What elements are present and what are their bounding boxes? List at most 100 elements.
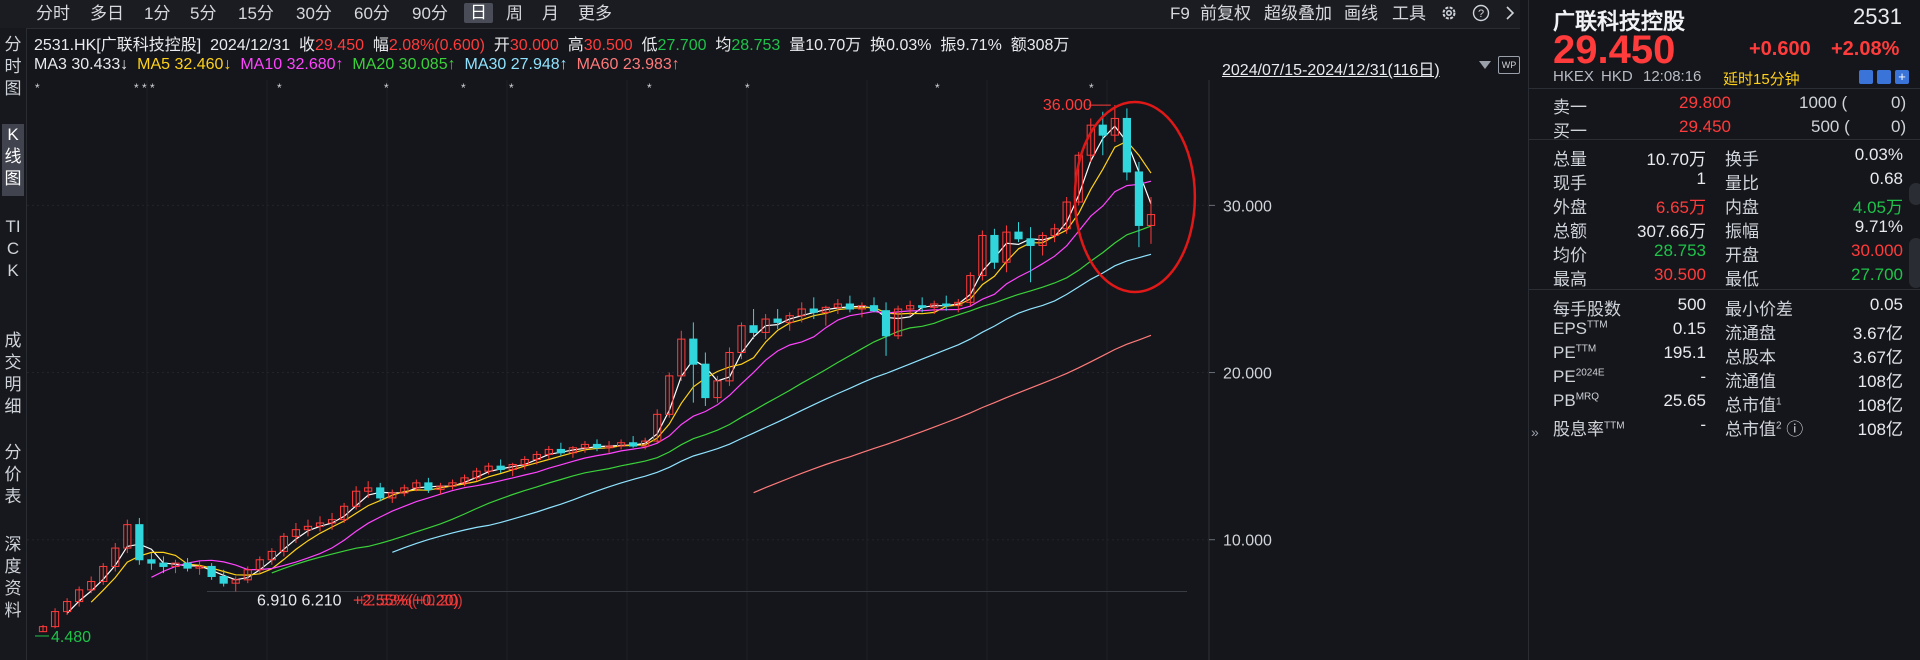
candle-body	[978, 234, 987, 277]
y-axis: 30.000 20.000 10.000	[1209, 198, 1272, 550]
period-tab-multiday[interactable]: 多日	[90, 4, 124, 23]
expand-panel-icon[interactable]: »	[1531, 424, 1539, 440]
candle-body	[641, 440, 650, 447]
star-marker: *	[150, 81, 155, 95]
low-label: 低	[641, 37, 658, 54]
period-tab-week[interactable]: 周	[506, 4, 523, 23]
candle-body	[677, 338, 686, 377]
quote-time: 12:08:16	[1643, 68, 1702, 85]
period-tab-1min[interactable]: 1分	[144, 4, 171, 23]
ma-lines	[66, 125, 1152, 614]
candle-body	[857, 305, 867, 310]
candle-body	[797, 308, 806, 317]
fundamental-label: 每手股数	[1553, 300, 1621, 319]
period-tab-5min[interactable]: 5分	[190, 4, 217, 23]
candle-body	[183, 562, 192, 569]
period-tab-more[interactable]: 更多	[578, 4, 612, 23]
ask1-count: 0)	[1891, 93, 1907, 112]
collapse-panel-icon[interactable]	[1504, 4, 1516, 24]
fundamental-label: 总股本	[1725, 348, 1776, 367]
f9-button[interactable]: F9	[1170, 4, 1190, 23]
stat-value: 10.70万	[1646, 150, 1706, 169]
stat-label: 总量	[1553, 150, 1587, 169]
tools-button[interactable]: 工具	[1392, 4, 1426, 23]
bid1-count: 0)	[1891, 117, 1907, 136]
ma-legend: MA3 30.433↓ MA5 32.460↓ MA10 32.680↑ MA2…	[34, 56, 680, 74]
stat-label: 振幅	[1725, 222, 1759, 241]
fundamental-row: 每手股数 500 最小价差 0.05	[1529, 293, 1920, 319]
candle-body	[291, 529, 301, 537]
stat-label: 开盘	[1725, 246, 1759, 265]
candle-body	[339, 505, 349, 521]
candle-body	[315, 522, 325, 527]
side-tab-trades[interactable]: 成交明细	[4, 331, 22, 416]
period-tab-day[interactable]: 日	[464, 3, 493, 23]
candle-body	[159, 562, 168, 567]
panel-scroll-track[interactable]	[1909, 238, 1920, 288]
stat-label: 换手	[1725, 150, 1759, 169]
draw-button[interactable]: 画线	[1344, 4, 1378, 23]
star-marker: *	[647, 81, 652, 95]
mid-label: +2.53%(+0.20)	[357, 593, 463, 610]
fundamental-label: 总市值2 ⓘ	[1725, 420, 1804, 439]
candle-body	[388, 492, 397, 499]
period-tab-60min[interactable]: 60分	[354, 4, 390, 23]
fundamental-value: 0.15	[1672, 319, 1706, 338]
candle-body	[544, 448, 553, 455]
candle-body	[195, 565, 204, 569]
period-tab-intraday[interactable]: 分时	[36, 4, 70, 23]
turnover-value: 换0.03%	[870, 37, 932, 54]
candle-body	[556, 448, 565, 454]
side-tab-price-dist[interactable]: 分价表	[4, 443, 22, 506]
list-icon[interactable]	[1877, 70, 1891, 84]
ma5-value: MA5 32.460↓	[137, 56, 232, 73]
divider	[1529, 88, 1920, 89]
add-icon[interactable]: +	[1895, 70, 1909, 84]
stats-row: 均价 28.753 开盘 30.000	[1529, 239, 1920, 265]
chart-grid	[27, 80, 1210, 660]
y-tick-label: 10.000	[1223, 533, 1272, 550]
candle-body	[38, 626, 48, 633]
info-icon[interactable]: ⓘ	[1781, 420, 1804, 439]
stats-row: 外盘 6.65万 内盘 4.05万	[1529, 191, 1920, 217]
candle-body	[1134, 171, 1144, 226]
side-tab-kline[interactable]: K线图	[2, 124, 24, 196]
ma10-line	[151, 180, 1152, 578]
high-value: 30.500	[583, 37, 633, 54]
bid1-qty: 500 (	[1811, 117, 1850, 136]
order-book-row: 买一 29.450 500 ( 0)	[1529, 115, 1920, 141]
adjust-button[interactable]: 前复权	[1200, 4, 1251, 23]
wp-icon[interactable]: WP	[1498, 56, 1520, 74]
overlay-button[interactable]: 超级叠加	[1264, 4, 1332, 23]
gear-icon[interactable]	[1440, 4, 1458, 24]
low-price-label: 4.480	[51, 629, 91, 646]
period-tab-30min[interactable]: 30分	[296, 4, 332, 23]
stat-value: 28.753	[1654, 241, 1706, 260]
candle-body	[713, 380, 722, 399]
period-tab-month[interactable]: 月	[542, 4, 559, 23]
period-tab-90min[interactable]: 90分	[412, 4, 448, 23]
help-icon[interactable]: ?	[1472, 4, 1490, 24]
candle-body	[725, 351, 734, 382]
candle-body	[364, 487, 373, 492]
side-tab-tick[interactable]: TICK	[5, 217, 21, 280]
candle-body	[785, 315, 794, 323]
mid-label: +2.55%(+0.20)	[353, 593, 459, 610]
candle-body	[62, 601, 72, 613]
stat-value: 9.71%	[1854, 217, 1903, 236]
star-marker: *	[509, 81, 514, 95]
star-marker: *	[935, 81, 940, 95]
candle-body	[893, 308, 903, 337]
panel-scroll-handle[interactable]	[1909, 183, 1920, 205]
candle-body	[50, 611, 60, 628]
date-range[interactable]: 2024/07/15-2024/12/31(116日)	[1222, 62, 1440, 79]
edit-icon[interactable]	[1859, 70, 1873, 84]
side-tab-intraday[interactable]: 分时图	[4, 35, 22, 98]
side-tab-depth[interactable]: 深度资料	[4, 535, 22, 620]
period-tab-15min[interactable]: 15分	[238, 4, 274, 23]
candle-body	[87, 580, 96, 591]
dropdown-arrow-icon[interactable]	[1478, 58, 1492, 76]
candle-body	[508, 463, 517, 470]
